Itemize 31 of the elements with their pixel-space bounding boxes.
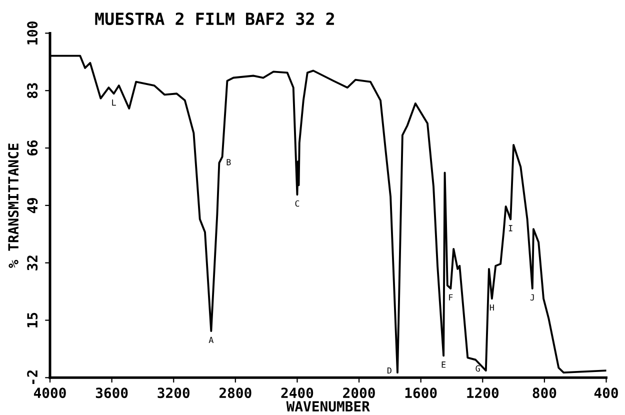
x-tick-label: 1600 <box>405 388 437 398</box>
annotation: D <box>387 367 392 374</box>
x-tick-label: 400 <box>594 388 618 398</box>
x-tick-label: 2800 <box>219 388 252 398</box>
annotation: G <box>476 365 480 372</box>
x-axis-title: WAVENUMBER <box>286 401 370 412</box>
annotation: J <box>530 294 534 301</box>
y-tick-label: 49 <box>27 198 38 214</box>
annotation: L <box>112 100 116 106</box>
y-tick-label: 66 <box>27 140 38 156</box>
annotation: B <box>226 159 231 166</box>
x-tick-label: 2000 <box>343 388 375 398</box>
annotation: E <box>442 362 446 368</box>
annotation: I <box>508 225 512 232</box>
x-tick-label: 4000 <box>34 388 66 398</box>
annotation: A <box>208 336 214 343</box>
annotation: F <box>449 294 453 300</box>
annotation: H <box>490 304 494 311</box>
y-axis-title: % TRANSMITTANCE <box>8 144 19 268</box>
x-tick-label: 800 <box>532 388 556 398</box>
y-tick-label: 100 <box>27 21 38 44</box>
x-tick-label: 2400 <box>281 388 314 398</box>
y-tick-label: -2 <box>27 370 38 384</box>
x-tick-label: 3200 <box>158 388 190 398</box>
annotation: C <box>295 200 300 207</box>
x-tick-label: 1200 <box>467 388 499 398</box>
x-tick-label: 3600 <box>96 388 128 398</box>
y-tick-label: 15 <box>27 312 38 328</box>
chart-title: MUESTRA 2 FILM BAF2 32 2 <box>95 12 334 26</box>
y-tick-label: 83 <box>27 83 38 98</box>
y-tick-label: 32 <box>27 256 38 270</box>
